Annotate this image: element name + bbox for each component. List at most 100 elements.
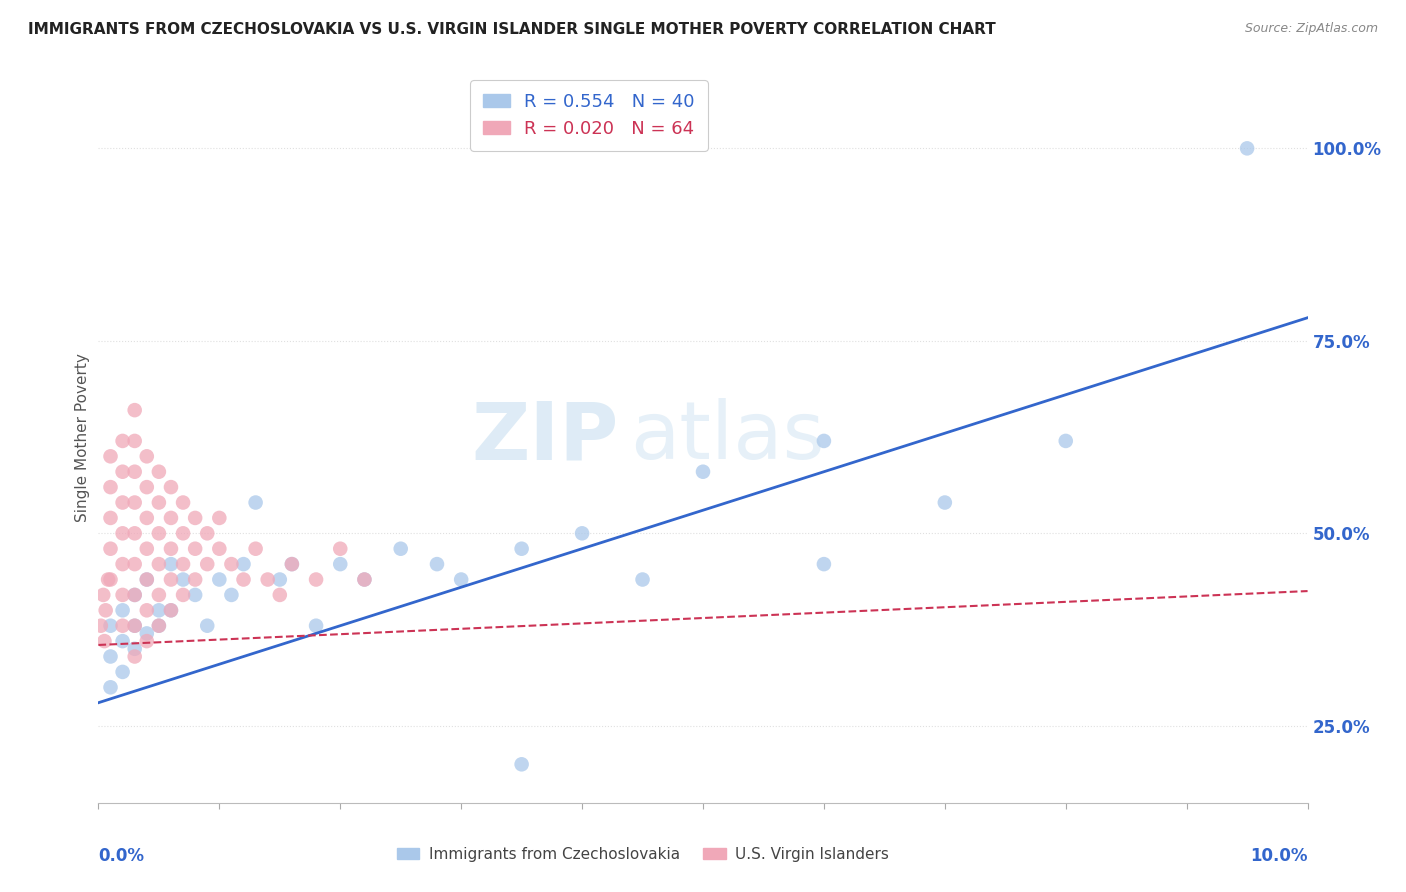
Point <box>208 511 231 525</box>
Point <box>195 618 218 632</box>
Point <box>281 557 304 571</box>
Point <box>934 495 956 509</box>
Point <box>135 573 157 587</box>
Point <box>91 588 114 602</box>
Point <box>148 557 170 571</box>
Point <box>148 526 170 541</box>
Point <box>184 573 207 587</box>
Point <box>148 618 170 632</box>
Point <box>160 603 183 617</box>
Point <box>232 557 254 571</box>
Point <box>100 681 122 695</box>
Point <box>111 465 134 479</box>
Point <box>172 495 194 509</box>
Point <box>160 573 183 587</box>
Point <box>305 618 328 632</box>
Point <box>184 541 207 556</box>
Point <box>221 588 243 602</box>
Point <box>172 588 194 602</box>
Point <box>111 434 134 448</box>
Point <box>184 588 207 602</box>
Point <box>135 541 157 556</box>
Text: 10.0%: 10.0% <box>1250 847 1308 864</box>
Point <box>1236 141 1258 155</box>
Point <box>100 541 122 556</box>
Point <box>172 573 194 587</box>
Point <box>245 541 267 556</box>
Point <box>111 526 134 541</box>
Point <box>160 480 183 494</box>
Point <box>135 450 157 464</box>
Point <box>124 641 146 656</box>
Text: 0.0%: 0.0% <box>98 847 145 864</box>
Point <box>450 573 472 587</box>
Point <box>100 480 122 494</box>
Point <box>135 480 157 494</box>
Point <box>389 541 412 556</box>
Point <box>160 603 183 617</box>
Point <box>160 557 183 571</box>
Point <box>111 495 134 509</box>
Point <box>148 603 170 617</box>
Point <box>124 403 146 417</box>
Point <box>90 618 112 632</box>
Point <box>100 511 122 525</box>
Text: atlas: atlas <box>630 398 825 476</box>
Point <box>111 618 134 632</box>
Point <box>269 573 291 587</box>
Point <box>111 634 134 648</box>
Y-axis label: Single Mother Poverty: Single Mother Poverty <box>75 352 90 522</box>
Point <box>124 588 146 602</box>
Point <box>160 541 183 556</box>
Point <box>100 573 122 587</box>
Point <box>124 618 146 632</box>
Legend: Immigrants from Czechoslovakia, U.S. Virgin Islanders: Immigrants from Czechoslovakia, U.S. Vir… <box>391 841 894 868</box>
Point <box>281 557 304 571</box>
Point <box>135 573 157 587</box>
Point <box>124 526 146 541</box>
Point <box>195 557 218 571</box>
Point <box>172 526 194 541</box>
Point <box>245 495 267 509</box>
Point <box>353 573 375 587</box>
Point <box>329 541 352 556</box>
Point <box>124 495 146 509</box>
Point <box>329 557 352 571</box>
Point <box>353 573 375 587</box>
Point <box>426 557 449 571</box>
Point <box>124 465 146 479</box>
Point <box>148 495 170 509</box>
Point <box>124 618 146 632</box>
Point <box>111 665 134 679</box>
Point <box>100 450 122 464</box>
Point <box>208 573 231 587</box>
Point <box>160 511 183 525</box>
Point <box>813 434 835 448</box>
Point <box>100 618 122 632</box>
Point <box>111 557 134 571</box>
Point <box>184 511 207 525</box>
Point <box>269 588 291 602</box>
Point <box>100 649 122 664</box>
Point <box>148 588 170 602</box>
Point <box>305 573 328 587</box>
Point <box>135 626 157 640</box>
Point <box>111 588 134 602</box>
Text: ZIP: ZIP <box>471 398 619 476</box>
Point <box>135 603 157 617</box>
Point <box>124 649 146 664</box>
Point <box>256 573 278 587</box>
Point <box>510 757 533 772</box>
Point <box>208 541 231 556</box>
Point <box>124 434 146 448</box>
Point <box>571 526 593 541</box>
Point <box>124 588 146 602</box>
Point <box>692 465 714 479</box>
Point <box>148 465 170 479</box>
Point <box>97 573 120 587</box>
Point <box>221 557 243 571</box>
Point <box>172 557 194 571</box>
Text: IMMIGRANTS FROM CZECHOSLOVAKIA VS U.S. VIRGIN ISLANDER SINGLE MOTHER POVERTY COR: IMMIGRANTS FROM CZECHOSLOVAKIA VS U.S. V… <box>28 22 995 37</box>
Point <box>232 573 254 587</box>
Point <box>111 603 134 617</box>
